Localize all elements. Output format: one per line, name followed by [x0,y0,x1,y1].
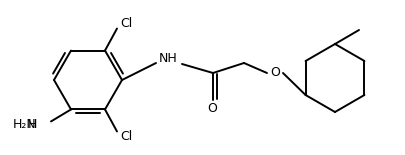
Text: O: O [269,66,279,80]
Text: NH: NH [158,53,177,66]
Text: O: O [207,102,216,115]
Text: Cl: Cl [119,130,132,143]
Text: H₂N: H₂N [13,118,37,131]
Text: H: H [28,118,37,131]
Text: Cl: Cl [119,17,132,30]
